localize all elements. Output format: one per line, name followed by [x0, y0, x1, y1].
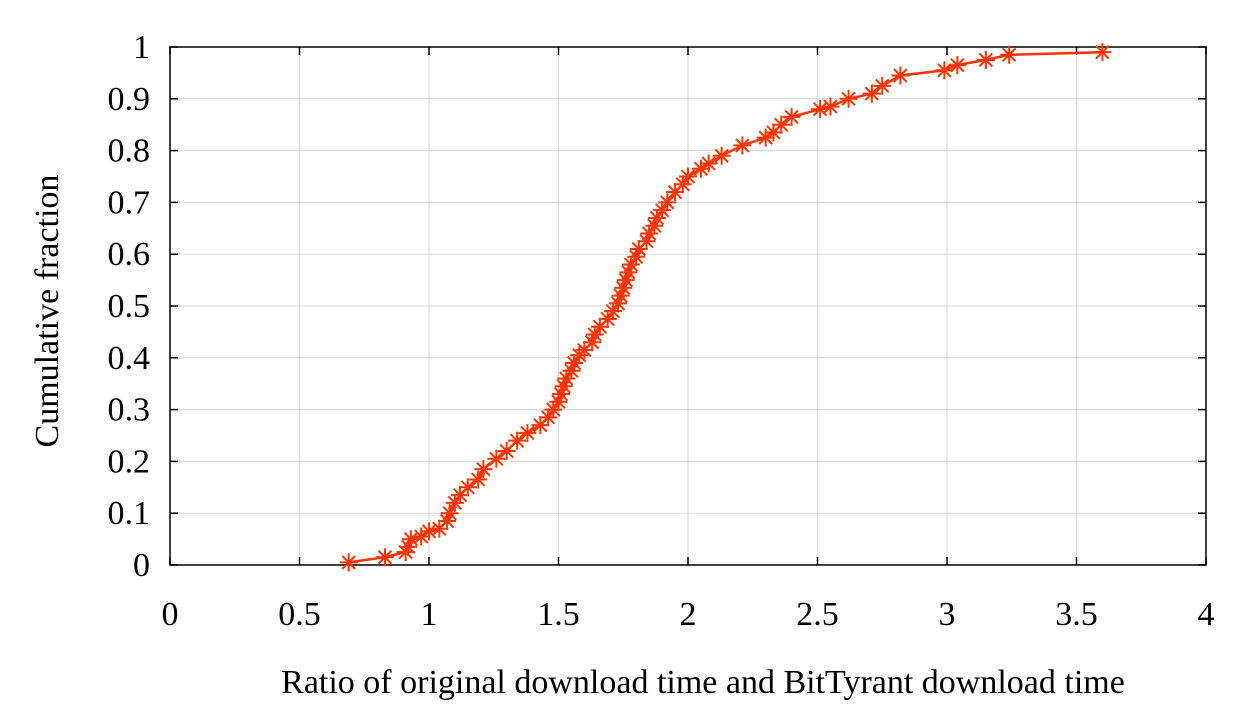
x-tick-label: 4: [1198, 596, 1215, 633]
y-tick-labels: 0 0.1 0.2 0.3 0.4 0.5 0.6 0.7 0.8 0.9 1: [108, 29, 151, 584]
x-tick-label: 3: [939, 596, 956, 633]
data-point-marker: [575, 341, 594, 360]
data-point-marker: [658, 193, 677, 212]
data-point-marker: [508, 431, 527, 450]
data-point-marker: [821, 97, 840, 116]
data-point-marker: [401, 530, 420, 549]
data-point-marker: [782, 107, 801, 126]
data-point-marker: [339, 553, 358, 572]
series-line: [348, 50, 1103, 564]
x-axis-title: Ratio of original download time and BitT…: [281, 664, 1125, 701]
y-tick-label: 0.6: [108, 236, 151, 273]
data-point-marker: [627, 247, 646, 266]
data-point-marker: [458, 478, 477, 497]
data-point-marker: [1000, 45, 1019, 64]
y-tick-label: 0.4: [108, 340, 151, 377]
data-point-marker: [562, 361, 581, 380]
x-tick-label: 2.5: [796, 596, 839, 633]
y-tick-label: 0.8: [108, 133, 151, 170]
data-point-marker: [862, 84, 881, 103]
data-point-marker: [518, 423, 537, 442]
data-point-marker: [487, 449, 506, 468]
x-tick-label: 1.5: [537, 596, 580, 633]
data-point-marker: [712, 146, 731, 165]
y-axis-title: Cumulative fraction: [29, 175, 66, 448]
data-point-marker: [375, 548, 394, 567]
y-tick-label: 0.1: [108, 495, 151, 532]
grid-lines: [169, 46, 1207, 566]
series-group: [339, 43, 1112, 572]
y-tick-label: 0.5: [108, 288, 151, 325]
data-point-marker: [1093, 43, 1112, 62]
data-point-marker: [839, 89, 858, 108]
data-point-marker: [614, 278, 633, 297]
y-tick-label: 0.2: [108, 443, 151, 480]
data-point-marker: [976, 50, 995, 69]
data-point-marker: [474, 460, 493, 479]
y-tick-label: 0.9: [108, 81, 151, 118]
x-tick-label: 0: [162, 596, 179, 633]
y-tick-label: 1: [133, 29, 150, 66]
data-point-marker: [396, 543, 415, 562]
data-point-marker: [772, 115, 791, 134]
data-point-marker: [891, 66, 910, 85]
y-tick-label: 0: [133, 547, 150, 584]
x-tick-label: 1: [421, 596, 438, 633]
data-point-marker: [935, 61, 954, 80]
data-point-marker: [590, 317, 609, 336]
data-point-marker: [679, 167, 697, 186]
axis-ticks: [169, 46, 1207, 566]
x-tick-label: 3.5: [1055, 596, 1098, 633]
x-tick-label: 0.5: [278, 596, 321, 633]
data-point-marker: [645, 216, 664, 235]
x-tick-labels: 0 0.5 1 1.5 2 2.5 3 3.5 4: [162, 596, 1215, 633]
data-point-marker: [733, 136, 752, 155]
data-point-marker: [873, 76, 892, 95]
y-tick-label: 0.7: [108, 184, 151, 221]
y-tick-label: 0.3: [108, 392, 151, 429]
data-point-marker: [948, 56, 967, 75]
x-tick-label: 2: [680, 596, 697, 633]
data-point-marker: [699, 154, 718, 173]
